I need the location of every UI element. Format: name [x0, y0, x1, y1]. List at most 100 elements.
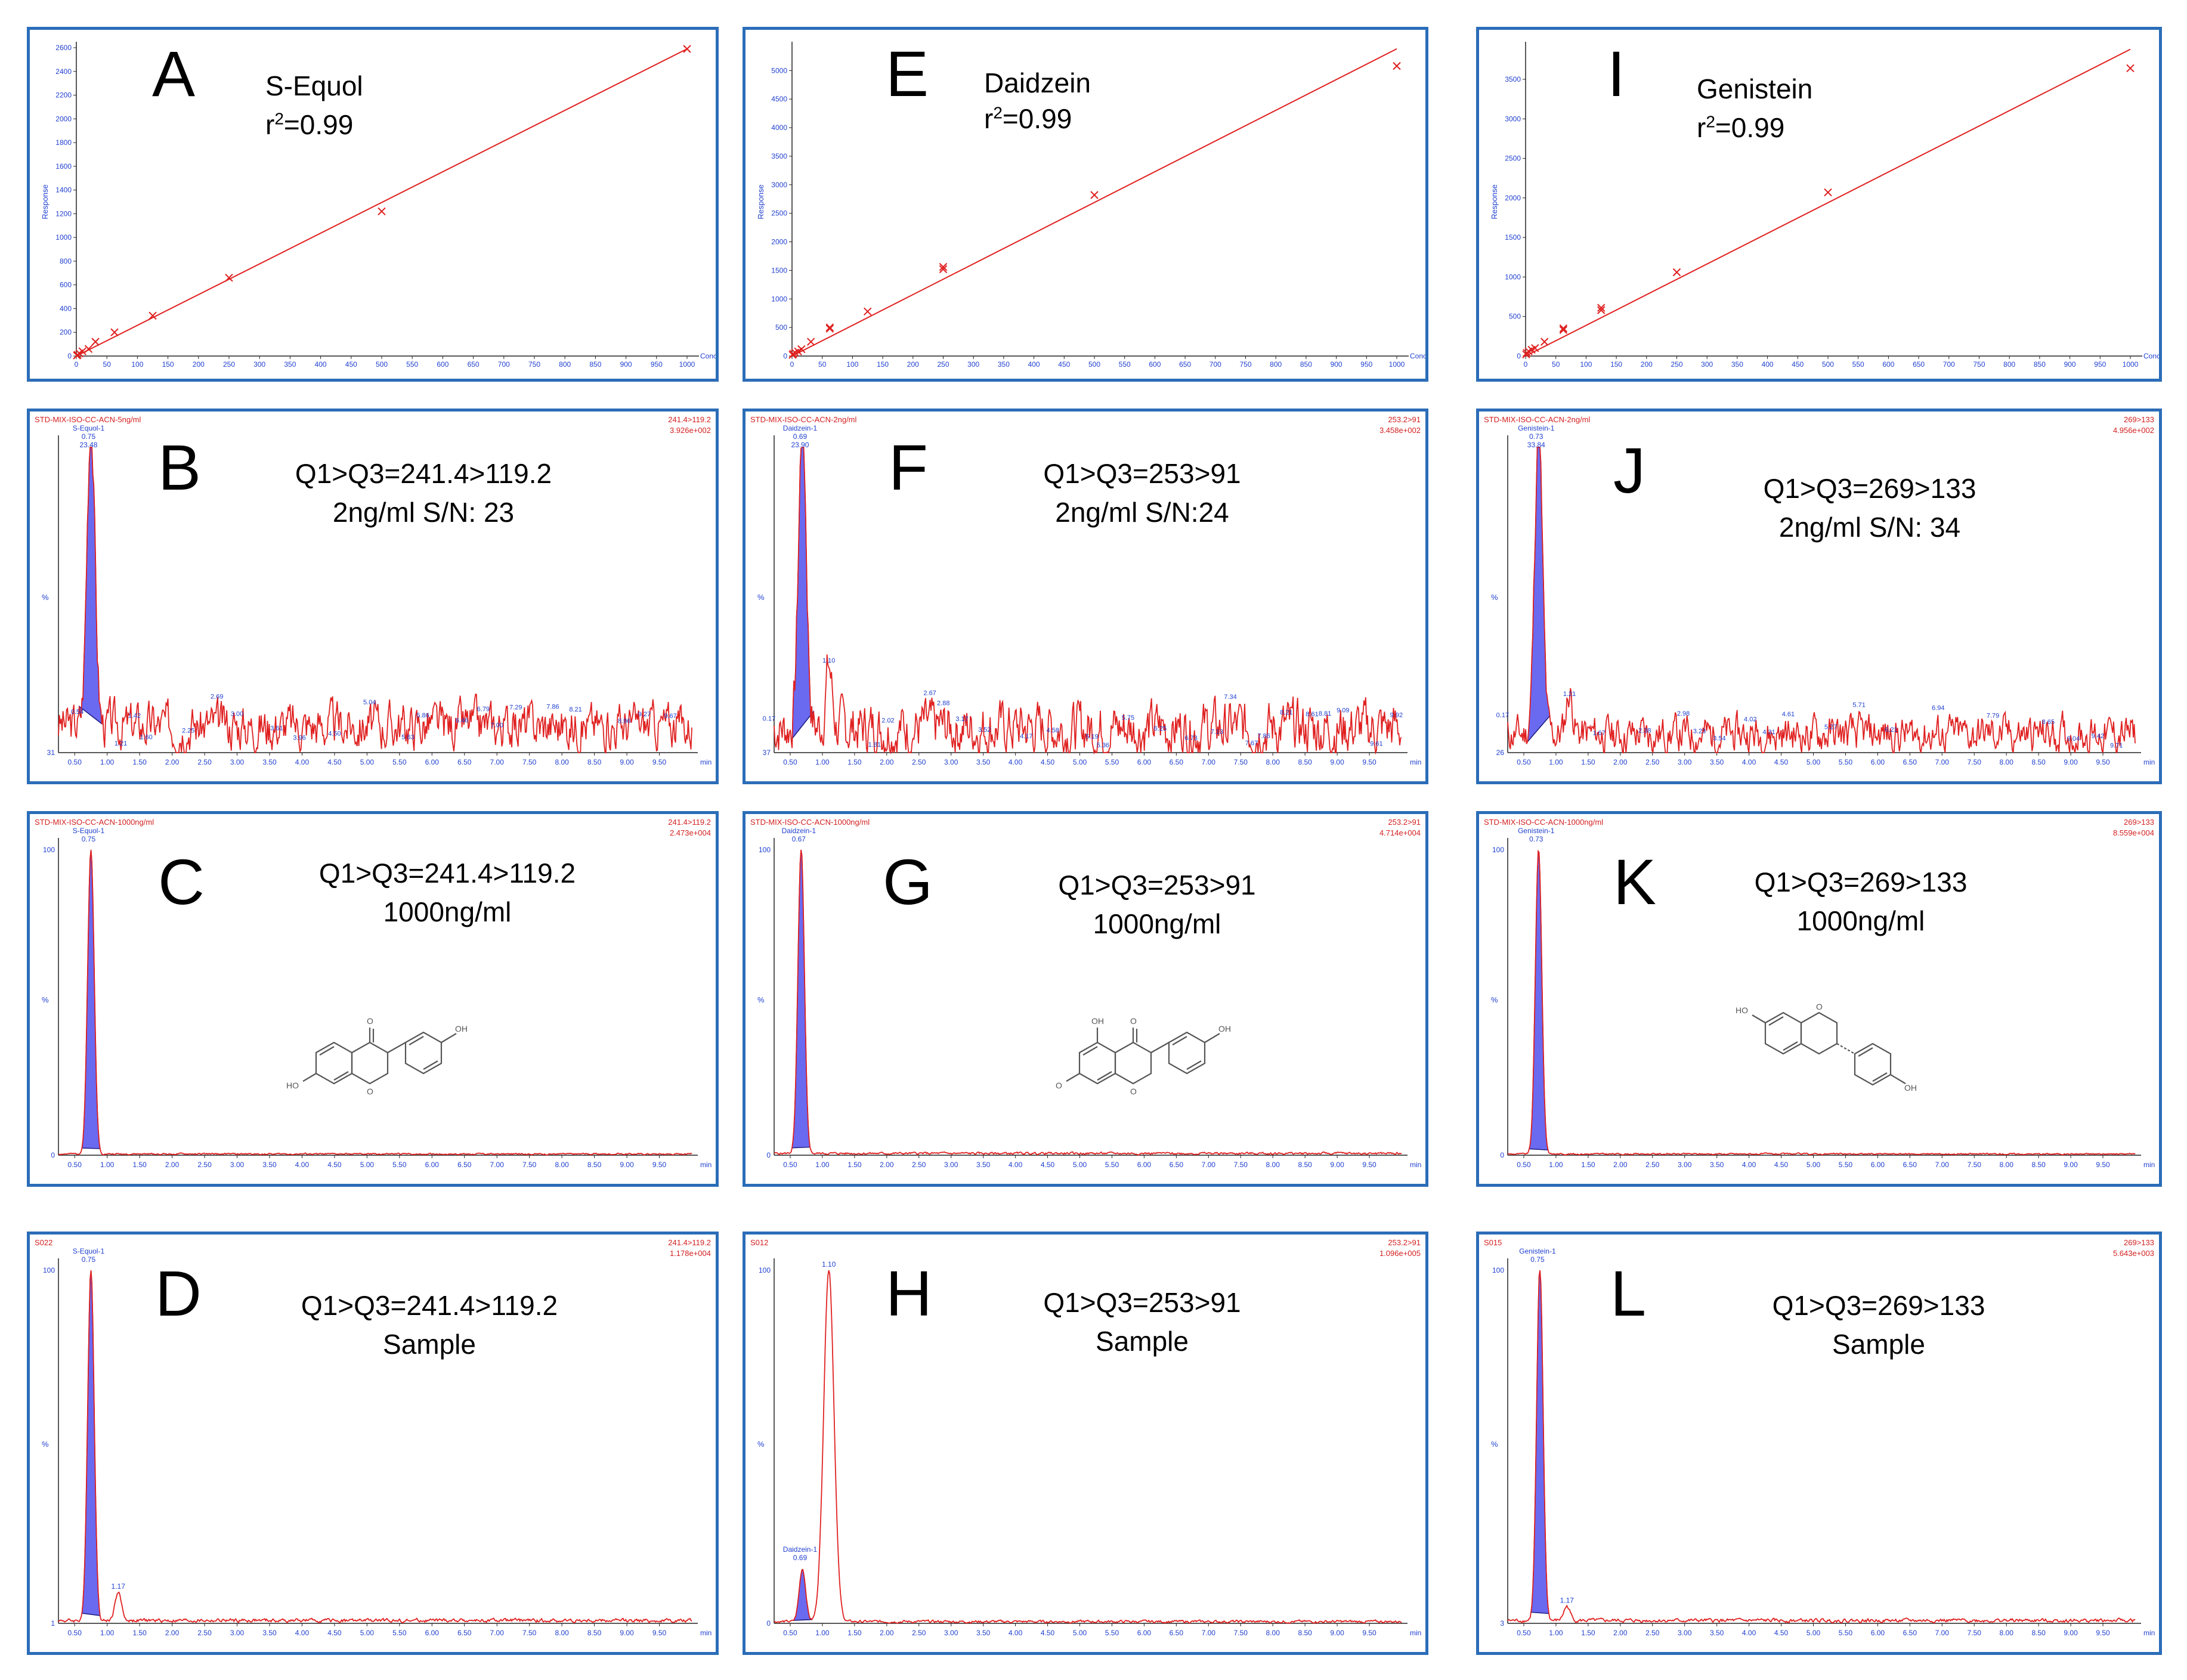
x-tick-label: 100 [131, 360, 143, 369]
x-tick-label: 500 [1088, 360, 1100, 369]
y-tick-label: 1000 [771, 295, 787, 303]
x-tick-label: 9.50 [1362, 1161, 1376, 1169]
svg-text:OH: OH [455, 1024, 468, 1034]
compound-title: S-Equol [265, 70, 363, 101]
x-tick-label: 5.50 [392, 1629, 407, 1637]
x-tick-label: 500 [1822, 360, 1834, 369]
x-axis-label: min [1410, 1161, 1421, 1169]
x-axis-label: Conc [700, 352, 716, 360]
data-point [1597, 304, 1606, 312]
x-tick-label: 5.00 [1806, 1161, 1821, 1169]
x-tick-label: 0.50 [68, 758, 82, 766]
chart-c: 0.50 1.00 1.50 2.00 2.50 3.00 3.50 4.00 4.50 5.00… [42, 827, 712, 1169]
transition-label: 269>133 [2124, 415, 2154, 424]
noise-rt-label: 5.75 [1122, 714, 1134, 722]
x-tick-label: 7.00 [1935, 1161, 1950, 1169]
noise-rt-label: 5.19 [1085, 733, 1098, 740]
panel-h: 0.50 1.00 1.50 2.00 2.50 3.00 3.50 4.00 4.50 5.00… [743, 1232, 1428, 1655]
x-tick-label: 5.50 [1105, 1161, 1119, 1169]
panel-b: 0.50 1.00 1.50 2.00 2.50 3.00 3.50 4.00 4.50 5.00… [27, 409, 719, 784]
x-tick-label: 300 [1701, 360, 1713, 369]
noise-rt-label: 1.21 [1563, 691, 1576, 698]
x-tick-label: 9.00 [620, 758, 634, 766]
x-tick-label: 2.00 [1613, 1161, 1628, 1169]
noise-rt-label: 0.17 [763, 716, 775, 723]
x-tick-label: 150 [1610, 360, 1622, 369]
x-tick-label: 4.00 [1742, 1629, 1756, 1637]
x-tick-label: 750 [528, 360, 540, 369]
intensity-label: 2.473e+004 [669, 828, 711, 837]
x-tick-label: 9.50 [652, 758, 667, 766]
x-tick-label: 1.50 [132, 1161, 147, 1169]
compound-title: Genistein [1697, 73, 1813, 104]
x-tick-label: 550 [1119, 360, 1131, 369]
y-tick-label: 3500 [771, 152, 787, 160]
x-tick-label: 8.50 [1298, 1161, 1312, 1169]
noise-rt-label: 2.38 [1638, 727, 1651, 734]
noise-rt-label: 7.86 [546, 703, 559, 710]
x-tick-label: 6.00 [425, 1161, 440, 1169]
panel-k: 0.50 1.00 1.50 2.00 2.50 3.00 3.50 4.00 4.50 5.00… [1476, 811, 2162, 1187]
noise-rt-label: 2.98 [1677, 710, 1690, 717]
x-tick-label: 3.50 [1710, 1161, 1724, 1169]
x-tick-label: 3.50 [1710, 758, 1724, 766]
x-tick-label: 100 [846, 360, 858, 369]
x-axis-label: min [700, 758, 712, 766]
x-tick-label: 400 [1028, 360, 1040, 369]
transition-text: Q1>Q3=253>91 [1058, 870, 1256, 901]
intensity-label: 4.714e+004 [1379, 828, 1421, 837]
peak-name-label: Genistein-1 [1518, 424, 1555, 432]
x-tick-label: 800 [2003, 360, 2015, 369]
noise-rt-label: 8.81 [1319, 710, 1331, 717]
x-tick-label: 1.50 [847, 758, 862, 766]
x-tick-label: 650 [1179, 360, 1191, 369]
noise-rt-label: 7.13 [1211, 729, 1223, 736]
sample-id: STD-MIX-ISO-CC-ACN-1000ng/ml [1484, 818, 1604, 827]
concentration-text: 2ng/ml S/N: 23 [332, 497, 515, 528]
x-tick-label: 5.50 [392, 758, 407, 766]
x-axis-label: min [2143, 1629, 2155, 1637]
x-tick-label: 50 [1552, 360, 1560, 369]
y-tick-label: 0 [67, 352, 72, 360]
x-tick-label: 1.00 [100, 1161, 115, 1169]
x-tick-label: 4.00 [295, 1161, 310, 1169]
y-min-label: 0 [766, 1619, 771, 1628]
panel-letter: E [886, 38, 929, 110]
x-tick-label: 6.00 [425, 758, 440, 766]
panel-letter: J [1613, 434, 1645, 506]
r-squared: r2=0.99 [1697, 112, 1785, 143]
sample-id: STD-MIX-ISO-CC-ACN-1000ng/ml [750, 818, 870, 827]
data-point [1540, 338, 1549, 346]
peak-sn-label: 33.84 [1527, 441, 1545, 449]
noise-rt-label: 4.02 [1744, 716, 1756, 723]
noise-rt-label: 6.46 [456, 717, 468, 725]
peak-sn-label: 23.90 [791, 441, 809, 449]
x-tick-label: 7.00 [1935, 758, 1950, 766]
x-tick-label: 5.00 [1806, 1629, 1821, 1637]
x-tick-label: 4.50 [1041, 758, 1055, 766]
data-point [864, 307, 872, 316]
noise-rt-label: 3.96 [293, 734, 305, 741]
structure-daidzein-like: O O OH HO [286, 1016, 468, 1096]
x-tick-label: 850 [1300, 360, 1312, 369]
x-tick-label: 4.50 [1774, 758, 1789, 766]
chromatogram-trace [58, 849, 692, 1156]
x-tick-label: 800 [559, 360, 571, 369]
chromatogram-trace [774, 447, 1402, 755]
x-tick-label: 6.50 [1170, 758, 1184, 766]
y-min-label: 31 [47, 748, 55, 757]
x-tick-label: 1.00 [100, 1629, 115, 1637]
y-tick-label: 2000 [1505, 194, 1521, 202]
x-tick-label: 8.00 [1266, 1161, 1280, 1169]
transition-label: 253.2>91 [1388, 1238, 1421, 1247]
data-point [225, 274, 233, 282]
panel-letter: I [1607, 38, 1626, 110]
intensity-label: 3.458e+002 [1379, 426, 1421, 435]
chart-l: 0.50 1.00 1.50 2.00 2.50 3.00 3.50 4.00 4.50 5.00… [1491, 1247, 2155, 1637]
y-axis-label: % [757, 1440, 765, 1449]
x-tick-label: 7.00 [490, 1161, 505, 1169]
x-tick-label: 950 [1360, 360, 1372, 369]
noise-rt-label: 5.63 [401, 734, 414, 741]
noise-rt-label: 7.86 [1257, 733, 1270, 740]
structure-equol-like: O OH HO [1736, 1002, 1917, 1093]
